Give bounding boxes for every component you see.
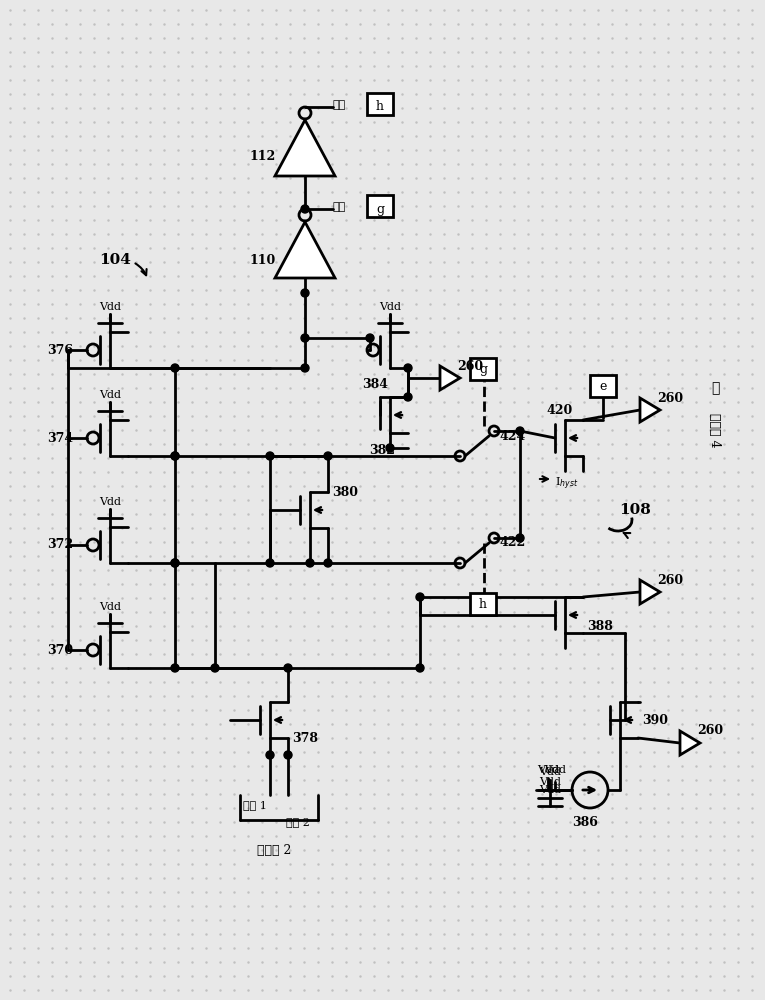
Text: 372: 372 xyxy=(47,538,73,552)
Text: Vdd: Vdd xyxy=(539,767,561,777)
Circle shape xyxy=(171,364,179,372)
Circle shape xyxy=(416,664,424,672)
Text: 输出 2: 输出 2 xyxy=(286,817,310,827)
Text: 来自图 2: 来自图 2 xyxy=(257,844,291,856)
Circle shape xyxy=(301,334,309,342)
Text: Vdd: Vdd xyxy=(539,785,561,795)
Text: Vdd: Vdd xyxy=(539,777,561,787)
Circle shape xyxy=(266,452,274,460)
Circle shape xyxy=(266,751,274,759)
Circle shape xyxy=(306,559,314,567)
Circle shape xyxy=(324,452,332,460)
Circle shape xyxy=(516,427,524,435)
Circle shape xyxy=(416,593,424,601)
Text: g: g xyxy=(479,362,487,375)
Circle shape xyxy=(301,205,309,213)
Circle shape xyxy=(516,534,524,542)
Polygon shape xyxy=(275,222,335,278)
Text: 370: 370 xyxy=(47,644,73,656)
Text: 374: 374 xyxy=(47,432,73,444)
Text: 输出: 输出 xyxy=(333,100,347,110)
Text: 376: 376 xyxy=(47,344,73,357)
Text: 输出: 输出 xyxy=(333,202,347,212)
Text: 424: 424 xyxy=(499,430,526,442)
Text: 422: 422 xyxy=(499,536,526,550)
Circle shape xyxy=(211,664,219,672)
Text: 388: 388 xyxy=(587,620,613,634)
Circle shape xyxy=(404,364,412,372)
Polygon shape xyxy=(640,580,660,604)
Text: 384: 384 xyxy=(362,378,388,391)
Text: h: h xyxy=(376,101,384,113)
Text: 390: 390 xyxy=(642,714,668,726)
Text: Vdd: Vdd xyxy=(537,765,559,775)
Text: 112: 112 xyxy=(250,149,276,162)
Text: 380: 380 xyxy=(332,486,358,498)
Text: 420: 420 xyxy=(547,403,573,416)
Circle shape xyxy=(171,559,179,567)
Text: Vdd: Vdd xyxy=(99,302,121,312)
Bar xyxy=(590,375,616,397)
Text: 104: 104 xyxy=(99,253,131,267)
Circle shape xyxy=(404,393,412,401)
Text: 108: 108 xyxy=(619,503,651,517)
Text: 260: 260 xyxy=(657,574,683,586)
Bar xyxy=(367,93,393,115)
Polygon shape xyxy=(440,366,460,390)
Bar xyxy=(367,195,393,217)
Polygon shape xyxy=(640,398,660,422)
Text: 输出 1: 输出 1 xyxy=(243,800,267,810)
Circle shape xyxy=(171,452,179,460)
Circle shape xyxy=(386,444,394,452)
Text: 378: 378 xyxy=(292,732,318,744)
Text: h: h xyxy=(479,597,487,610)
Circle shape xyxy=(301,364,309,372)
Text: ※: ※ xyxy=(711,381,719,395)
Text: 260: 260 xyxy=(697,724,723,738)
Text: 382: 382 xyxy=(369,444,395,456)
Circle shape xyxy=(366,334,374,342)
Circle shape xyxy=(171,452,179,460)
Circle shape xyxy=(171,664,179,672)
Bar xyxy=(470,593,496,615)
Circle shape xyxy=(266,559,274,567)
Text: 来自图 4: 来自图 4 xyxy=(708,413,721,447)
Text: 260: 260 xyxy=(657,391,683,404)
Circle shape xyxy=(171,559,179,567)
Circle shape xyxy=(324,559,332,567)
Text: Vdd: Vdd xyxy=(99,602,121,612)
Text: Vdd: Vdd xyxy=(99,390,121,400)
Text: 110: 110 xyxy=(250,253,276,266)
Polygon shape xyxy=(680,731,700,755)
Text: 260: 260 xyxy=(457,360,483,372)
Polygon shape xyxy=(275,120,335,176)
Circle shape xyxy=(284,751,292,759)
Text: g: g xyxy=(376,202,384,216)
Circle shape xyxy=(301,289,309,297)
Text: I$_{hyst}$: I$_{hyst}$ xyxy=(555,476,578,492)
Text: Vdd: Vdd xyxy=(379,302,401,312)
Text: Vdd: Vdd xyxy=(544,765,566,775)
Text: 386: 386 xyxy=(572,816,598,828)
Bar xyxy=(470,358,496,380)
Text: e: e xyxy=(599,379,607,392)
Text: Vdd: Vdd xyxy=(99,497,121,507)
Circle shape xyxy=(284,664,292,672)
